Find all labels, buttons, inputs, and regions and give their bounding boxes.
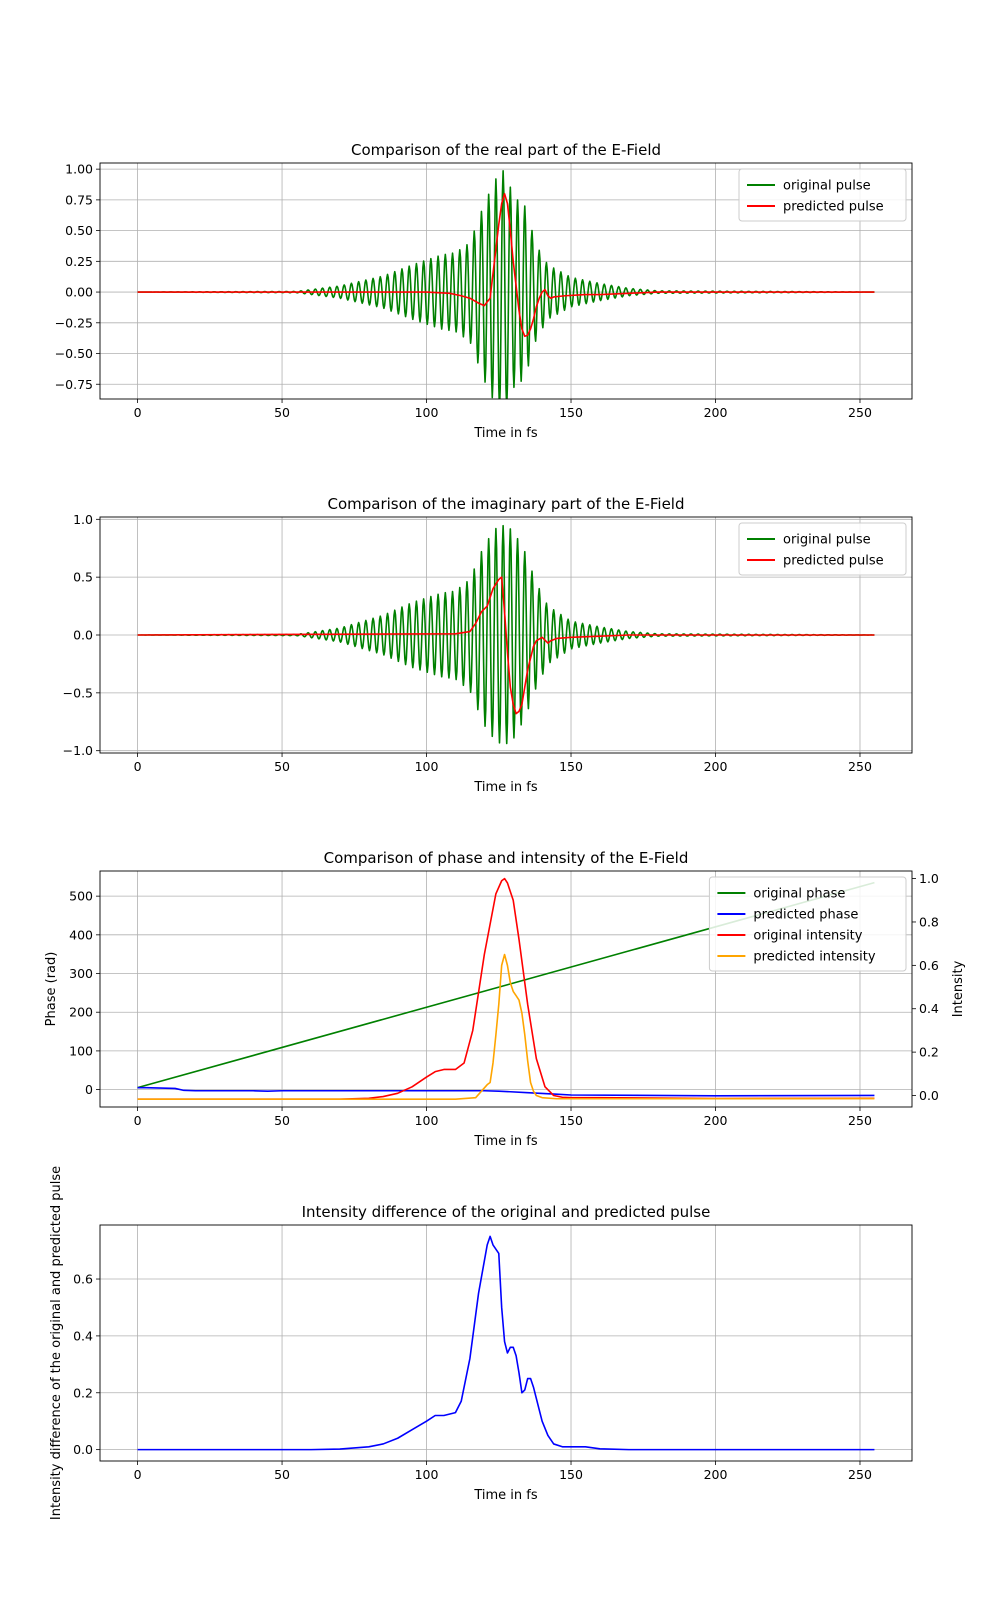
y-tick-label: 100 [69,1043,93,1058]
y-tick-label: 300 [69,966,93,981]
y-tick-label: 0.50 [65,223,93,238]
x-tick-label: 150 [559,1467,583,1482]
x-axis-label: Time in fs [473,1488,538,1503]
y-tick-label: 0.6 [73,1272,93,1287]
y-tick-label: 1.0 [73,512,93,527]
legend: original pulse predicted pulse [738,168,907,222]
axes-frame [99,162,913,400]
legend-box [738,168,907,222]
series-line-predicted-intensity [137,953,875,1100]
x-tick-label: 200 [704,1113,728,1128]
y-tick-label: −0.75 [55,377,93,392]
x-tick-label: 50 [274,759,290,774]
y-axis-label: Intensity difference of the original and… [49,1166,64,1520]
x-tick-label: 0 [134,1113,142,1128]
x-axis-label: Time in fs [473,426,538,441]
legend-label-original-phase: original phase [753,887,845,902]
x-tick-label: 150 [559,1113,583,1128]
series-line-series [137,1235,875,1451]
y-tick-label: −0.5 [63,685,93,700]
y2-tick-label: 0.0 [919,1088,939,1103]
y-tick-label: 0.25 [65,254,93,269]
axes-frame [99,870,913,1108]
y2-tick-label: 0.6 [919,958,939,973]
x-axis-label: Time in fs [473,780,538,795]
x-tick-label: 100 [415,1113,439,1128]
series-line-predicted-pulse [137,576,875,715]
x-tick-label: 100 [415,1467,439,1482]
x-tick-label: 0 [134,759,142,774]
legend-label-original-pulse: original pulse [783,179,871,194]
series-line-predicted-phase [137,1086,875,1097]
x-axis-label: Time in fs [473,1134,538,1149]
y2-tick-label: 0.8 [919,914,939,929]
chart-panel-phase-intensity: 0 50 100 150 200 250 500 400 300 200 100 0 1.0 0.8 0.6… [44,849,966,1149]
x-tick-label: 50 [274,1113,290,1128]
x-tick-label: 250 [848,1113,872,1128]
chart-title: Comparison of the imaginary part of the … [327,495,684,513]
series-line-predicted-pulse [137,192,875,338]
y-tick-label: −0.50 [55,346,93,361]
x-tick-label: 50 [274,405,290,420]
legend: original pulse predicted pulse [738,522,907,576]
legend-box [708,876,907,972]
y2-axis-label: Intensity [951,960,966,1017]
y2-tick-label: 0.2 [919,1045,939,1060]
x-tick-label: 50 [274,1467,290,1482]
x-tick-label: 150 [559,405,583,420]
series-line-original-intensity [137,877,875,1100]
x-tick-label: 200 [704,759,728,774]
legend-label-original-intensity: original intensity [753,929,862,944]
y-tick-label: 0 [85,1082,93,1097]
x-tick-label: 250 [848,405,872,420]
y-tick-label: −0.25 [55,315,93,330]
y-tick-label: 500 [69,889,93,904]
legend-label-predicted-pulse: predicted pulse [783,554,884,569]
x-tick-label: 200 [704,405,728,420]
y-tick-label: 1.00 [65,162,93,177]
x-tick-label: 100 [415,759,439,774]
chart-panel-intensity-difference: 0 50 100 150 200 250 0.6 0.4 0.2 0.0 Intensity dif… [49,1166,913,1520]
chart-panel-real: 0 50 100 150 200 250 1.00 0.75 0.50 0.25 0.00 −0.25… [55,141,913,441]
y-tick-label: 0.5 [73,570,93,585]
y-tick-label: 0.4 [73,1328,93,1343]
legend: original phase predicted phase original in… [708,876,907,972]
x-tick-label: 100 [415,405,439,420]
chart-title: Comparison of the real part of the E-Fie… [351,141,661,159]
y-tick-label: 200 [69,1005,93,1020]
x-tick-label: 150 [559,759,583,774]
x-tick-label: 200 [704,1467,728,1482]
y-tick-label: 0.0 [73,628,93,643]
y2-tick-label: 0.4 [919,1001,939,1016]
legend-label-predicted-phase: predicted phase [753,908,858,923]
y-tick-label: −1.0 [63,743,93,758]
x-tick-label: 0 [134,405,142,420]
y-tick-label: 0.2 [73,1385,93,1400]
legend-label-original-pulse: original pulse [783,533,871,548]
chart-title: Intensity difference of the original and… [302,1203,711,1221]
x-tick-label: 250 [848,759,872,774]
legend-box [738,522,907,576]
x-tick-label: 250 [848,1467,872,1482]
legend-label-predicted-intensity: predicted intensity [753,950,875,965]
y-tick-label: 0.00 [65,285,93,300]
chart-panel-imaginary: 0 50 100 150 200 250 1.0 0.5 0.0 −0.5 −1.0 Comparis… [63,495,913,795]
y-tick-label: 0.75 [65,192,93,207]
y2-tick-label: 1.0 [919,871,939,886]
axes-frame [99,1224,913,1462]
chart-title: Comparison of phase and intensity of the… [324,849,689,867]
y-tick-label: 0.0 [73,1442,93,1457]
x-tick-label: 0 [134,1467,142,1482]
y-axis-label: Phase (rad) [44,952,59,1027]
legend-label-predicted-pulse: predicted pulse [783,200,884,215]
y-tick-label: 400 [69,927,93,942]
